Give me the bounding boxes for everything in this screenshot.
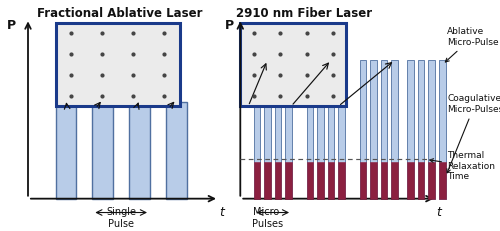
Bar (418, 162, 424, 199)
Text: Ablative
Micro-Pulse: Ablative Micro-Pulse (446, 27, 498, 62)
Text: Single
Pulse: Single Pulse (106, 207, 136, 229)
Text: Coagulative
Micro-Pulses: Coagulative Micro-Pulses (447, 94, 500, 173)
Bar (240, 23, 346, 106)
Bar (306, 162, 313, 199)
Bar (275, 60, 281, 199)
Text: 2910 nm Fiber Laser: 2910 nm Fiber Laser (236, 7, 372, 20)
Bar (317, 162, 324, 199)
Bar (264, 60, 271, 199)
Text: Fractional Ablative Laser: Fractional Ablative Laser (38, 7, 203, 20)
Bar (428, 60, 435, 199)
Bar (338, 162, 345, 199)
Bar (286, 162, 292, 199)
Bar (264, 162, 271, 199)
Text: t: t (436, 206, 442, 219)
Bar (392, 162, 398, 199)
Bar (328, 162, 334, 199)
Bar (418, 60, 424, 199)
Bar (56, 102, 76, 199)
Bar (254, 60, 260, 199)
Bar (254, 162, 260, 199)
Bar (328, 60, 334, 199)
Bar (439, 162, 446, 199)
Bar (392, 60, 398, 199)
Bar (306, 60, 313, 199)
Bar (360, 162, 366, 199)
Text: P: P (225, 19, 234, 32)
Bar (381, 60, 388, 199)
Bar (92, 102, 113, 199)
Text: Thermal
Relaxation
Time: Thermal Relaxation Time (430, 151, 495, 181)
Bar (370, 162, 377, 199)
Bar (56, 23, 180, 106)
Bar (166, 102, 186, 199)
Bar (370, 60, 377, 199)
Bar (275, 162, 281, 199)
Bar (286, 60, 292, 199)
Bar (317, 60, 324, 199)
Bar (129, 102, 150, 199)
Text: t: t (219, 206, 224, 219)
Bar (360, 60, 366, 199)
Bar (428, 162, 435, 199)
Bar (407, 162, 414, 199)
Bar (381, 162, 388, 199)
Bar (407, 60, 414, 199)
Text: Micro-
Pulses: Micro- Pulses (252, 207, 283, 229)
Text: P: P (8, 19, 16, 32)
Bar (439, 60, 446, 199)
Bar (338, 60, 345, 199)
